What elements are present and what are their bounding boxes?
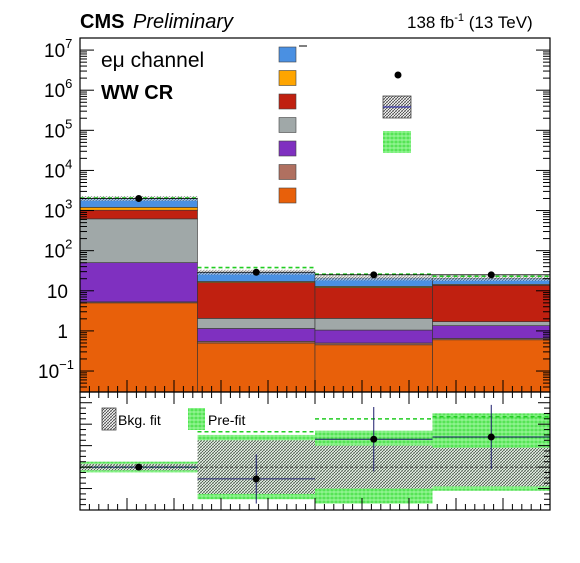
upper-ytick-label: 105 xyxy=(44,116,72,142)
stack-bar-ww-bin1 xyxy=(197,282,316,319)
upper-ytick-label: 10 xyxy=(47,282,68,303)
upper-plot: 10−1 1 10 102 103 104 105 106 107 xyxy=(38,36,551,393)
ratio-point-1 xyxy=(252,475,260,483)
stack-bar-wz-bin3 xyxy=(432,325,551,339)
ratio-legend-prefit-label: Pre-fit xyxy=(208,412,245,428)
legend-prefit-swatch xyxy=(383,131,411,153)
lumi-label: 138 fb-1 (13 TeV) xyxy=(407,12,533,32)
upper-ytick-label: 106 xyxy=(44,76,72,102)
ratio-legend-prefit-swatch xyxy=(188,408,205,430)
upper-ytick-label: 104 xyxy=(44,156,72,182)
upper-ytick-label: 1 xyxy=(57,322,68,343)
legend-swatch-wz xyxy=(278,140,297,157)
legend-swatch-zz xyxy=(278,164,297,180)
legend-swatch-tw xyxy=(278,70,297,86)
upper-legend xyxy=(278,45,412,204)
legend-swatch-tt xyxy=(278,46,297,63)
stack-bar-others-bin1 xyxy=(197,342,316,393)
preliminary-label: Preliminary xyxy=(133,11,234,33)
legend-swatch-others xyxy=(278,187,297,204)
ratio-legend: Bkg. fit Pre-fit xyxy=(101,407,245,431)
stack-bar-dy-bin3 xyxy=(432,321,551,326)
stack-bar-dy-bin1 xyxy=(197,318,316,329)
stack-bar-dy-bin0 xyxy=(79,218,198,263)
stack-bar-wz-bin0 xyxy=(79,262,198,303)
stack-bar-others-bin2 xyxy=(314,344,433,393)
stack-bar-tw-bin0 xyxy=(79,207,198,211)
stack-bar-dy-bin2 xyxy=(314,318,433,331)
upper-ytick-label: 10−1 xyxy=(38,357,74,383)
stack-bar-wz-bin2 xyxy=(314,329,433,344)
ratio-plot xyxy=(79,391,551,511)
stack-bar-wz-bin1 xyxy=(197,328,316,342)
stack-bar-others-bin3 xyxy=(432,339,551,393)
legend-data-marker xyxy=(394,71,402,79)
stack-bar-ww-bin3 xyxy=(432,285,551,322)
region-label: WW CR xyxy=(101,82,174,104)
cms-label: CMS xyxy=(80,11,124,33)
ratio-legend-bkgfit-swatch xyxy=(101,407,117,431)
ratio-point-3 xyxy=(487,433,495,441)
stack-bar-ww-bin2 xyxy=(314,287,433,319)
ratio-legend-bkgfit-label: Bkg. fit xyxy=(118,412,161,428)
upper-ytick-label: 102 xyxy=(44,237,72,263)
upper-ytick-label: 107 xyxy=(44,36,72,62)
upper-ytick-label: 103 xyxy=(44,197,72,223)
stack-bar-ww-bin0 xyxy=(79,209,198,220)
channel-label: eμ channel xyxy=(101,49,204,72)
stack-bar-others-bin0 xyxy=(79,302,198,393)
ratio-point-2 xyxy=(370,435,378,443)
legend-swatch-ww xyxy=(278,93,297,110)
legend-swatch-dy xyxy=(278,117,297,133)
ratio-point-0 xyxy=(135,463,143,471)
bkgfit-band-bin3 xyxy=(432,275,550,281)
